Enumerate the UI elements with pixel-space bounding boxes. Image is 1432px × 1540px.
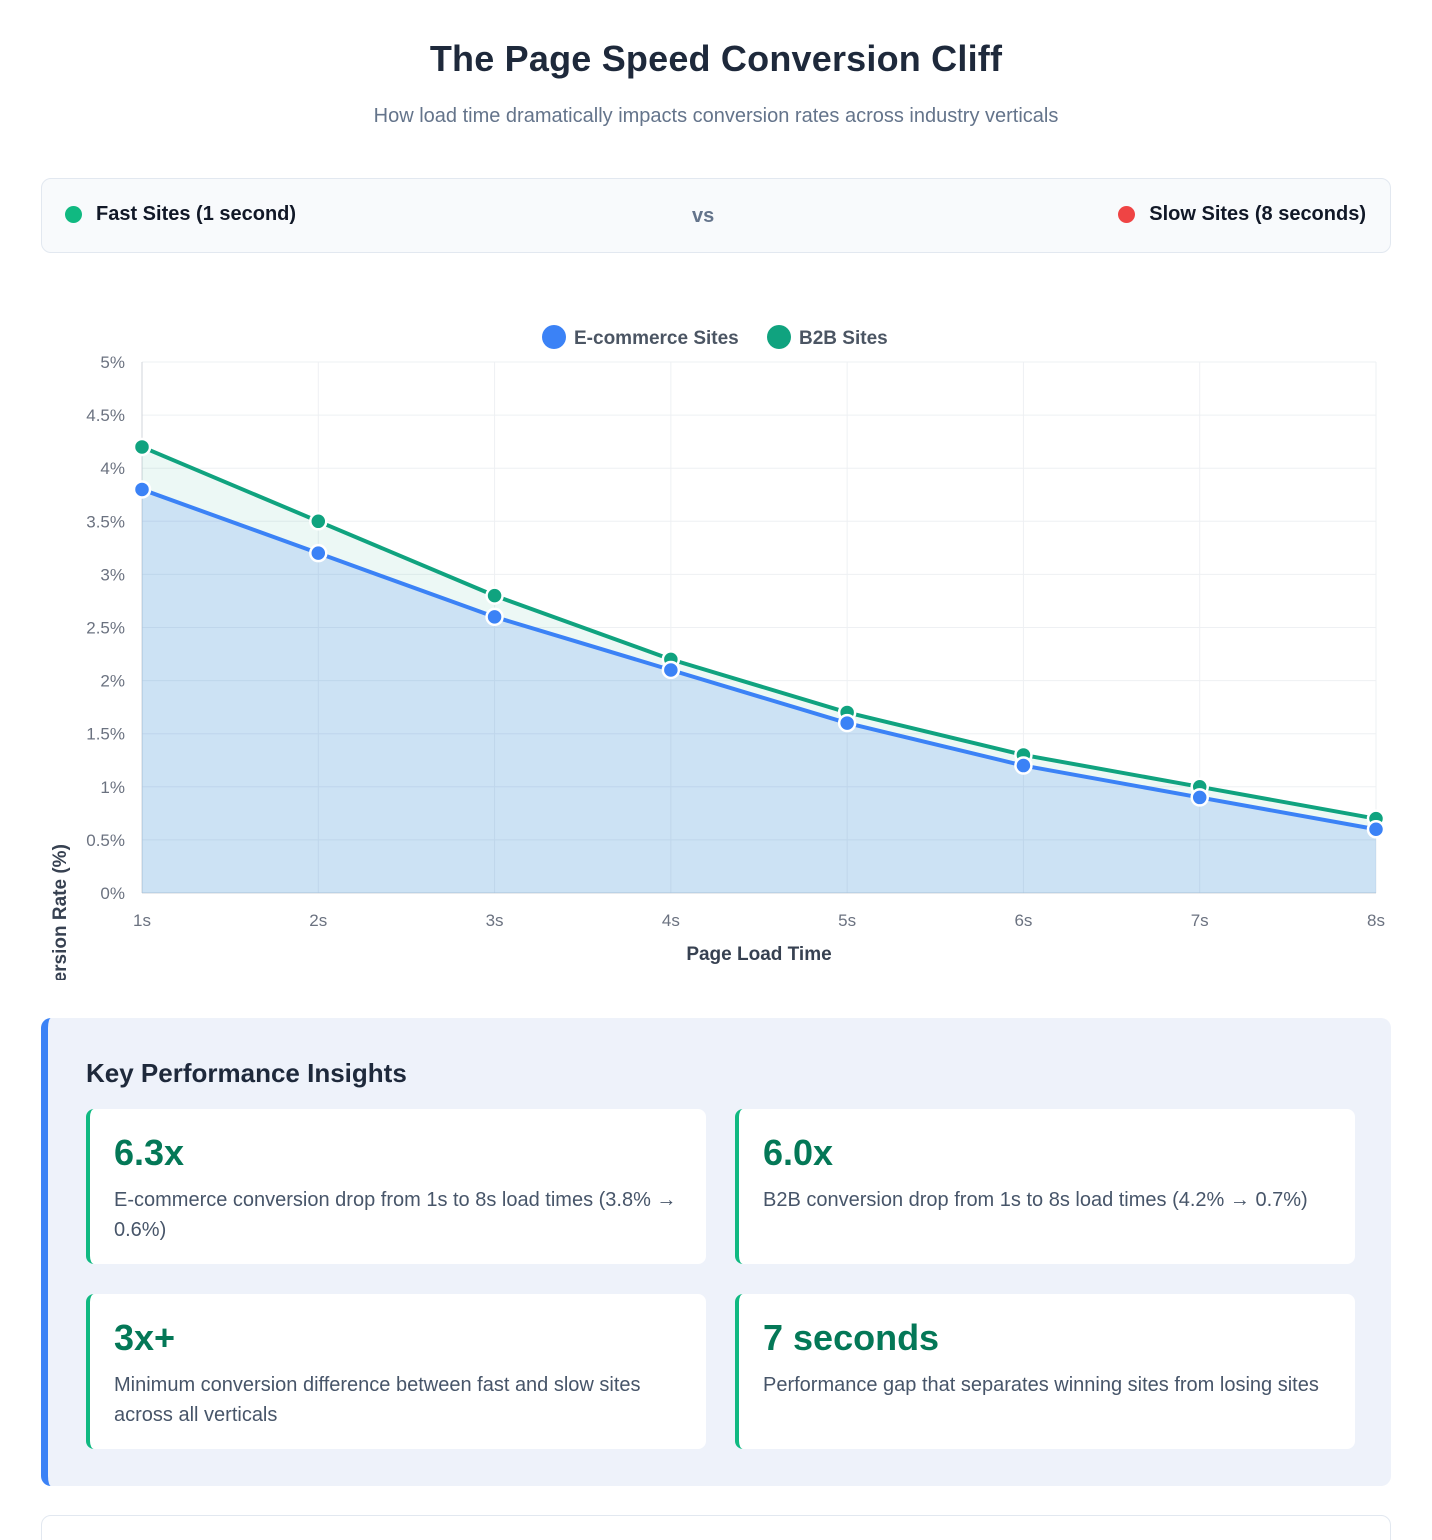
data-point <box>1366 820 1386 839</box>
slow-sites-dot-icon <box>1118 206 1136 223</box>
y-tick-label: 5% <box>100 353 125 372</box>
data-point <box>309 543 328 563</box>
chart-legend: E-commerce Sites B2B Sites <box>542 325 888 349</box>
x-tick-label: 6s <box>1014 911 1032 930</box>
fast-sites-dot-icon <box>65 206 82 223</box>
y-axis-ticks: 0% 0.5% 1% 1.5% 2% 2.5% 3% 3.5% 4% 4.5% 5% <box>86 353 125 903</box>
y-tick-label: 4% <box>100 459 125 478</box>
page-subtitle: How load time dramatically impacts conve… <box>373 105 1059 127</box>
data-point <box>837 713 857 733</box>
insight-description: B2B conversion drop from 1s to 8s load t… <box>763 1189 1308 1211</box>
data-point <box>1014 756 1033 775</box>
fast-sites-label: Fast Sites (1 second) <box>65 203 296 226</box>
insight-card: 7 seconds Performance gap that separates… <box>735 1294 1355 1449</box>
insights-title: Key Performance Insights <box>86 1058 407 1088</box>
insight-description: E-commerce conversion drop from 1s to 8s… <box>114 1189 677 1241</box>
x-tick-label: 5s <box>838 911 856 930</box>
comparison-bar: Fast Sites (1 second) vs Slow Sites (8 s… <box>41 178 1391 253</box>
x-axis-ticks: 1s 2s 3s 4s 5s 6s 7s 8s <box>133 911 1385 930</box>
y-axis-label: Conversion Rate (%) <box>50 844 71 980</box>
insight-card: 3x+ Minimum conversion difference betwee… <box>86 1294 706 1449</box>
y-tick-label: 2.5% <box>86 619 125 638</box>
vs-label: vs <box>692 205 715 227</box>
conversion-chart: 0% 0.5% 1% 1.5% 2% 2.5% 3% 3.5% 4% 4.5% 5% 1s 2s 3s 4… <box>50 325 1386 980</box>
legend-marker-icon <box>542 325 566 349</box>
slow-sites-text: Slow Sites (8 seconds) <box>1149 203 1366 225</box>
slow-sites-label: Slow Sites (8 seconds) <box>1118 203 1366 226</box>
insight-value: 6.3x <box>114 1132 185 1173</box>
x-tick-label: 1s <box>133 911 151 930</box>
insight-value: 6.0x <box>763 1132 834 1173</box>
insight-card: 6.0x B2B conversion drop from 1s to 8s l… <box>735 1109 1355 1264</box>
series-line <box>141 487 1377 832</box>
series-area <box>142 489 1376 893</box>
y-tick-label: 2% <box>100 672 125 691</box>
y-tick-label: 1.5% <box>86 725 125 744</box>
data-point <box>485 586 504 605</box>
data-point <box>485 607 504 627</box>
legend-label: B2B Sites <box>799 328 888 349</box>
y-tick-label: 0% <box>100 884 125 903</box>
insight-value: 3x+ <box>114 1317 176 1358</box>
series-line <box>141 445 1377 821</box>
x-tick-label: 8s <box>1367 911 1385 930</box>
data-point <box>661 660 681 680</box>
x-axis-label: Page Load Time <box>686 944 831 965</box>
insights-panel: Key Performance Insights 6.3x E-commerce… <box>41 1018 1391 1486</box>
series-area <box>142 446 1376 893</box>
fast-sites-text: Fast Sites (1 second) <box>96 203 297 225</box>
y-tick-label: 4.5% <box>86 406 125 425</box>
insight-description: Performance gap that separates winning s… <box>763 1374 1319 1396</box>
chart-points <box>132 437 1386 839</box>
insight-description: Minimum conversion difference between fa… <box>114 1374 641 1426</box>
data-point <box>132 480 152 499</box>
x-tick-label: 7s <box>1191 911 1209 930</box>
data-point <box>309 512 328 531</box>
chart-lines <box>141 445 1377 832</box>
data-point <box>1190 788 1209 807</box>
x-tick-label: 3s <box>486 911 504 930</box>
legend-marker-icon <box>767 325 791 349</box>
x-tick-label: 4s <box>662 911 680 930</box>
y-tick-label: 1% <box>100 778 125 797</box>
insight-value: 7 seconds <box>763 1317 940 1358</box>
x-tick-label: 2s <box>309 911 327 930</box>
y-tick-label: 3.5% <box>86 512 125 531</box>
chart-areas <box>142 446 1376 893</box>
page-title: The Page Speed Conversion Cliff <box>429 38 1003 79</box>
y-tick-label: 0.5% <box>86 831 125 850</box>
bottom-panel <box>41 1515 1391 1540</box>
insight-card: 6.3x E-commerce conversion drop from 1s … <box>86 1109 706 1264</box>
data-point <box>132 437 152 457</box>
y-tick-label: 3% <box>100 565 125 584</box>
legend-label: E-commerce Sites <box>574 328 739 349</box>
